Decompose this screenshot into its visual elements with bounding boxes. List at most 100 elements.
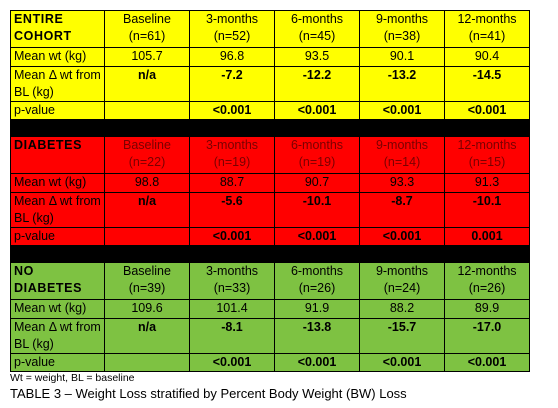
column-header-line: (n=15): [468, 155, 506, 169]
value-cell: <0.001: [274, 101, 360, 120]
data-row: Mean wt (kg) 98.8 88.7 90.7 93.3 91.3: [10, 173, 530, 193]
column-header-line: 3-months: [205, 264, 259, 278]
column-header: 3-months (n=33): [189, 262, 275, 300]
data-row: p-value <0.001 <0.001 <0.001 <0.001: [10, 101, 530, 120]
column-header: 9-months (n=24): [359, 262, 445, 300]
column-header-line: (n=19): [298, 155, 336, 169]
row-label: Mean Δ wt from BL (kg): [10, 66, 105, 102]
value-cell: 101.4: [189, 299, 275, 319]
value-cell: 93.3: [359, 173, 445, 193]
column-header-line: (n=41): [468, 29, 506, 43]
column-header-line: (n=24): [383, 281, 421, 295]
column-header-line: 9-months: [375, 12, 429, 26]
column-header-line: 12-months: [457, 264, 517, 278]
separator-row: [10, 119, 530, 137]
column-header: 3-months (n=19): [189, 136, 275, 174]
column-header-line: 3-months: [205, 138, 259, 152]
value-cell: -14.5: [444, 66, 530, 102]
separator: [10, 245, 530, 263]
section-label-cell: NO DIABETES: [10, 262, 105, 300]
section-label-cell: DIABETES: [10, 136, 105, 174]
value-cell: <0.001: [444, 101, 530, 120]
value-cell: -17.0: [444, 318, 530, 354]
column-header-line: 6-months: [290, 264, 344, 278]
value-cell: 88.7: [189, 173, 275, 193]
value-cell: 89.9: [444, 299, 530, 319]
value-cell: -10.1: [274, 192, 360, 228]
value-cell: n/a: [104, 318, 190, 354]
column-header-line: (n=39): [128, 281, 166, 295]
value-cell: 90.4: [444, 47, 530, 67]
row-label: Mean wt (kg): [10, 47, 105, 67]
data-row: Mean Δ wt from BL (kg) n/a -8.1 -13.8 -15.7-…: [10, 318, 530, 354]
value-cell: 90.7: [274, 173, 360, 193]
section-label: DIABETES: [14, 138, 83, 152]
column-header: 9-months (n=14): [359, 136, 445, 174]
column-header-line: Baseline: [123, 12, 171, 26]
column-header: 12-months (n=41): [444, 10, 530, 48]
table-body: ENTIRE COHORT Baseline (n=61) 3-months (n=52…: [10, 10, 530, 372]
column-header-line: (n=33): [213, 281, 251, 295]
column-header-line: 12-months: [457, 138, 517, 152]
separator: [10, 119, 530, 137]
section-label-cell: ENTIRE COHORT: [10, 10, 105, 48]
column-header-line: (n=22): [128, 155, 166, 169]
data-row: Mean wt (kg) 105.7 96.8 93.5 90.1 90.4: [10, 47, 530, 67]
value-cell: 96.8: [189, 47, 275, 67]
value-cell: n/a: [104, 192, 190, 228]
column-header-line: (n=52): [213, 29, 251, 43]
row-label: Mean wt (kg): [10, 173, 105, 193]
column-header: 6-months (n=19): [274, 136, 360, 174]
row-label: p-value: [10, 101, 105, 120]
column-header-line: (n=45): [298, 29, 336, 43]
value-cell: -8.7: [359, 192, 445, 228]
column-header: 3-months (n=52): [189, 10, 275, 48]
column-header-line: 3-months: [205, 12, 259, 26]
row-label: Mean Δ wt from BL (kg): [10, 192, 105, 228]
value-cell: -13.8: [274, 318, 360, 354]
data-row: p-value <0.001 <0.001 <0.001 0.001: [10, 227, 530, 246]
column-header: Baseline (n=61): [104, 10, 190, 48]
section-header-row: NO DIABETES Baseline (n=39) 3-months (n=33) 6…: [10, 262, 530, 300]
value-cell: 90.1: [359, 47, 445, 67]
column-header-line: (n=61): [128, 29, 166, 43]
column-header-line: 6-months: [290, 138, 344, 152]
column-header-line: 9-months: [375, 264, 429, 278]
column-header: 12-months (n=15): [444, 136, 530, 174]
row-label: Mean Δ wt from BL (kg): [10, 318, 105, 354]
value-cell: 109.6: [104, 299, 190, 319]
column-header-line: (n=38): [383, 29, 421, 43]
value-cell: -10.1: [444, 192, 530, 228]
data-row: Mean Δ wt from BL (kg) n/a -5.6 -10.1 -8.7 -1…: [10, 192, 530, 228]
value-cell: 98.8: [104, 173, 190, 193]
section-header-row: ENTIRE COHORT Baseline (n=61) 3-months (n=52…: [10, 10, 530, 48]
value-cell: [104, 227, 190, 246]
column-header: Baseline (n=39): [104, 262, 190, 300]
footnote: Wt = weight, BL = baseline: [10, 372, 135, 384]
value-cell: 88.2: [359, 299, 445, 319]
value-cell: 0.001: [444, 227, 530, 246]
value-cell: <0.001: [444, 353, 530, 372]
column-header: 9-months (n=38): [359, 10, 445, 48]
data-row: Mean Δ wt from BL (kg) n/a -7.2 -12.2 -13.2-…: [10, 66, 530, 102]
column-header-line: (n=26): [468, 281, 506, 295]
value-cell: <0.001: [274, 353, 360, 372]
section-label: NO DIABETES: [14, 264, 83, 295]
section-header-row: DIABETES Baseline (n=22) 3-months (n=19) 6-mo…: [10, 136, 530, 174]
value-cell: -15.7: [359, 318, 445, 354]
value-cell: [104, 353, 190, 372]
value-cell: n/a: [104, 66, 190, 102]
column-header-line: 12-months: [457, 12, 517, 26]
column-header: 12-months (n=26): [444, 262, 530, 300]
value-cell: <0.001: [189, 353, 275, 372]
value-cell: -5.6: [189, 192, 275, 228]
column-header-line: (n=19): [213, 155, 251, 169]
column-header: Baseline (n=22): [104, 136, 190, 174]
value-cell: <0.001: [359, 353, 445, 372]
column-header-line: (n=14): [383, 155, 421, 169]
data-row: Mean wt (kg) 109.6 101.4 91.9 88.2 89.9: [10, 299, 530, 319]
separator-row: [10, 245, 530, 263]
value-cell: -13.2: [359, 66, 445, 102]
row-label: Mean wt (kg): [10, 299, 105, 319]
